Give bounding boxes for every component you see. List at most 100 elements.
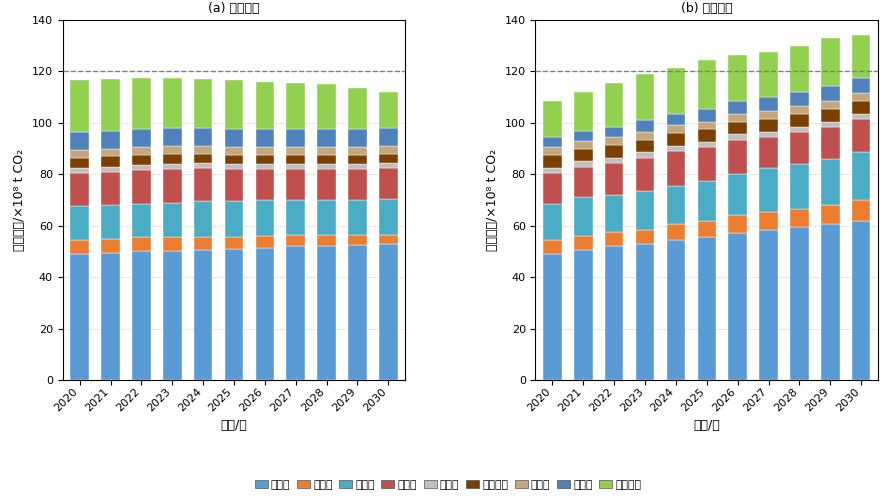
- Bar: [697, 148, 716, 180]
- Bar: [697, 220, 716, 238]
- Bar: [194, 250, 212, 380]
- Bar: [379, 146, 398, 154]
- Bar: [667, 224, 685, 240]
- Bar: [194, 146, 212, 154]
- Bar: [636, 132, 654, 140]
- Bar: [133, 252, 151, 380]
- Bar: [697, 130, 716, 142]
- Bar: [667, 126, 685, 133]
- Bar: [605, 158, 624, 162]
- Bar: [133, 170, 151, 204]
- Bar: [317, 164, 336, 169]
- Bar: [194, 202, 212, 237]
- Bar: [852, 78, 870, 94]
- Bar: [225, 238, 244, 249]
- Bar: [349, 130, 366, 148]
- Bar: [194, 168, 212, 202]
- Bar: [349, 169, 366, 200]
- Bar: [852, 152, 870, 200]
- Bar: [790, 132, 808, 164]
- Bar: [728, 122, 747, 134]
- Y-axis label: 碳排放量/×10⁸ t CO₂: 碳排放量/×10⁸ t CO₂: [487, 149, 499, 251]
- Bar: [255, 248, 274, 380]
- Bar: [759, 132, 778, 137]
- Bar: [821, 126, 840, 159]
- Bar: [821, 159, 840, 205]
- Bar: [349, 148, 366, 155]
- Bar: [821, 205, 840, 225]
- Bar: [225, 202, 244, 237]
- Bar: [697, 142, 716, 148]
- Bar: [543, 254, 562, 380]
- Bar: [636, 230, 654, 243]
- Bar: [636, 120, 654, 132]
- Bar: [225, 155, 244, 164]
- Bar: [163, 146, 182, 154]
- Bar: [821, 101, 840, 108]
- Bar: [163, 238, 182, 252]
- Bar: [821, 122, 840, 126]
- Bar: [349, 155, 366, 164]
- Bar: [255, 82, 274, 130]
- Bar: [163, 164, 182, 169]
- Bar: [852, 114, 870, 119]
- Bar: [255, 200, 274, 236]
- Bar: [697, 60, 716, 108]
- Bar: [101, 148, 120, 156]
- Bar: [790, 164, 808, 209]
- Bar: [101, 205, 120, 238]
- Bar: [697, 108, 716, 122]
- Bar: [317, 155, 336, 164]
- Bar: [605, 162, 624, 195]
- Bar: [667, 114, 685, 126]
- Bar: [543, 204, 562, 240]
- Bar: [194, 238, 212, 250]
- Bar: [759, 212, 778, 230]
- Bar: [317, 130, 336, 148]
- Bar: [379, 154, 398, 162]
- Bar: [225, 80, 244, 130]
- Bar: [636, 140, 654, 152]
- Bar: [728, 140, 747, 174]
- Bar: [605, 144, 624, 158]
- Bar: [379, 128, 398, 146]
- Bar: [574, 141, 592, 148]
- Bar: [255, 130, 274, 148]
- Bar: [317, 84, 336, 130]
- Bar: [852, 119, 870, 152]
- Bar: [225, 249, 244, 380]
- Bar: [852, 36, 870, 78]
- Bar: [255, 236, 274, 248]
- Bar: [255, 148, 274, 155]
- Bar: [759, 97, 778, 112]
- Bar: [133, 204, 151, 238]
- Bar: [379, 234, 398, 244]
- Bar: [852, 220, 870, 380]
- Bar: [728, 234, 747, 380]
- Bar: [605, 83, 624, 126]
- Bar: [194, 128, 212, 146]
- Bar: [101, 130, 120, 148]
- Bar: [133, 130, 151, 148]
- Bar: [287, 148, 305, 155]
- Bar: [255, 169, 274, 200]
- Bar: [71, 132, 89, 150]
- Bar: [71, 150, 89, 158]
- Bar: [759, 119, 778, 132]
- Bar: [728, 216, 747, 234]
- Bar: [349, 164, 366, 169]
- Bar: [636, 191, 654, 230]
- Bar: [225, 169, 244, 202]
- Bar: [790, 46, 808, 92]
- Y-axis label: 碳排放量/×10⁸ t CO₂: 碳排放量/×10⁸ t CO₂: [13, 149, 26, 251]
- Bar: [101, 238, 120, 252]
- Bar: [255, 155, 274, 164]
- Bar: [605, 195, 624, 232]
- Bar: [728, 101, 747, 114]
- Bar: [101, 79, 120, 130]
- Bar: [574, 166, 592, 198]
- Bar: [194, 162, 212, 168]
- Bar: [636, 152, 654, 158]
- Bar: [605, 246, 624, 380]
- Bar: [543, 173, 562, 204]
